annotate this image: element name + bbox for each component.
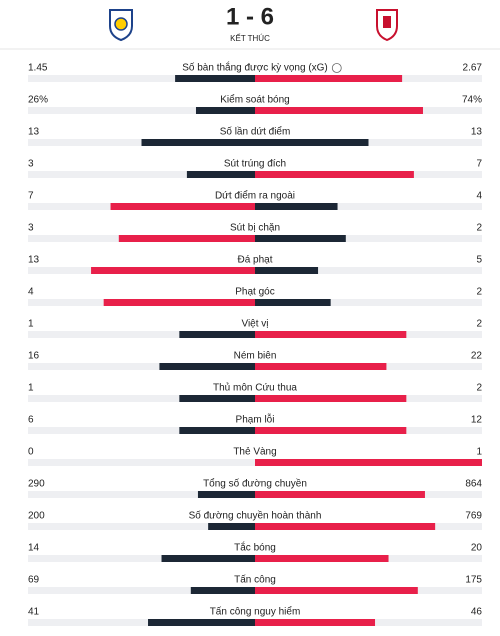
home-bar [161,555,255,562]
away-value: 74% [462,95,482,106]
home-bar [197,491,255,498]
away-bar [255,555,389,562]
home-bar [91,267,255,274]
stat-label: Dứt điểm ra ngoài [215,190,295,202]
home-bar [175,75,255,82]
away-bar [255,107,423,114]
home-bar [179,427,255,434]
away-bar [255,171,414,178]
home-value: 13 [28,255,40,266]
away-value: 5 [476,255,482,266]
away-value: 4 [476,191,482,202]
home-bar [179,395,255,402]
home-value: 14 [28,543,40,554]
away-bar [255,139,369,146]
away-bar [255,331,407,338]
away-logo [376,9,398,42]
away-value: 2 [476,383,482,394]
stat-label: Số đường chuyền hoàn thành [189,510,322,522]
stat-label: Số lần dứt điểm [220,126,291,138]
stat-label: Việt vị [241,319,268,330]
stat-label: Phạt góc [235,287,274,298]
home-bar [208,523,255,530]
home-value: 200 [28,511,45,522]
away-value: 12 [471,415,483,426]
away-bar [255,299,331,306]
away-value: 2 [476,287,482,298]
home-value: 26% [28,95,48,106]
stat-label: Số bàn thắng được kỳ vọng (xG) [182,61,328,74]
away-bar [255,619,376,626]
away-bar [255,267,319,274]
away-bar [255,363,387,370]
away-bar [255,523,436,530]
away-value: 864 [465,479,482,490]
away-bar [255,235,346,242]
stat-label: Phạm lỗi [236,413,275,426]
home-value: 1 [28,383,34,394]
away-value: 46 [471,607,483,618]
home-value: 13 [28,127,40,138]
score: 1 - 6 [226,3,274,30]
home-value: 290 [28,479,45,490]
stat-label: Ném biên [234,351,277,362]
home-bar [118,235,255,242]
stat-label: Đá phạt [237,255,272,266]
stat-label: Tắc bóng [234,541,276,554]
stat-label: Sút bị chặn [230,223,280,234]
home-value: 3 [28,159,34,170]
home-bar [148,619,255,626]
away-bar [255,203,338,210]
home-bar [186,171,255,178]
stat-label: Kiểm soát bóng [220,94,290,106]
info-icon [331,63,342,73]
home-value: 7 [28,191,34,202]
away-value: 13 [471,127,483,138]
home-bar [179,331,255,338]
away-bar [255,491,425,498]
stat-label: Tấn công nguy hiểm [210,606,301,618]
away-value: 1 [476,447,482,458]
home-value: 1 [28,319,34,330]
away-bar [255,427,407,434]
home-value: 4 [28,287,34,298]
away-value: 175 [465,575,482,586]
home-bar [103,299,256,306]
away-value: 2 [476,319,482,330]
away-value: 22 [471,351,483,362]
home-bar [195,107,255,114]
home-value: 41 [28,607,40,618]
home-value: 0 [28,447,34,458]
stat-label: Thẻ Vàng [233,447,276,458]
home-logo [109,9,133,42]
away-value: 20 [471,543,483,554]
match-status: KẾT THÚC [230,33,270,43]
home-value: 16 [28,351,40,362]
home-bar [141,139,255,146]
stat-label: Sút trúng đích [224,159,286,170]
stat-label: Thủ môn Cứu thua [213,382,297,394]
home-value: 6 [28,415,34,426]
away-value: 2 [476,223,482,234]
home-value: 3 [28,223,34,234]
home-bar [159,363,255,370]
stat-label: Tấn công [234,574,276,586]
stat-label: Tổng số đường chuyền [203,478,307,490]
away-value: 2.67 [463,63,483,74]
home-value: 69 [28,575,40,586]
away-value: 769 [465,511,482,522]
away-bar [255,75,403,82]
home-bar [190,587,255,594]
home-bar [110,203,255,210]
away-value: 7 [476,159,482,170]
away-bar [255,587,418,594]
away-bar [255,395,407,402]
home-value: 1.45 [28,63,48,74]
away-bar [255,459,482,466]
